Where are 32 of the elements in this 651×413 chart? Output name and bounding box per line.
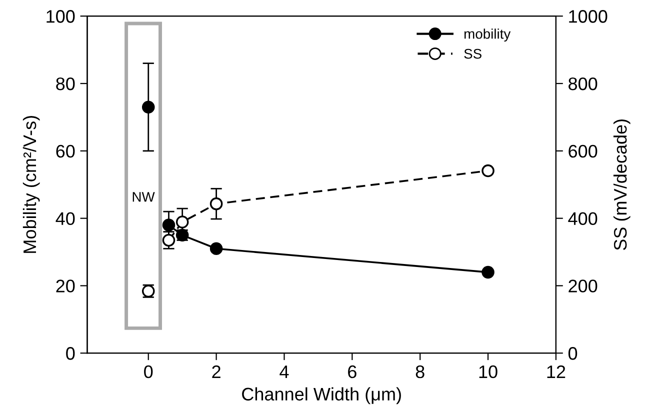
point bbox=[142, 100, 155, 114]
y-tick-label: 40 bbox=[56, 212, 75, 226]
point bbox=[210, 197, 223, 210]
point bbox=[210, 242, 223, 256]
legend-label: mobility bbox=[464, 28, 511, 42]
y-tick-label: 80 bbox=[56, 77, 75, 90]
x-tick-label: 8 bbox=[416, 365, 424, 378]
y-tick-label: 20 bbox=[56, 280, 75, 292]
x-tick-label: 12 bbox=[547, 365, 566, 378]
y2-tick-label: 200 bbox=[568, 280, 598, 292]
y2-tick-label: 800 bbox=[568, 77, 598, 90]
x-tick-label: 10 bbox=[479, 365, 498, 378]
x-tick-label: 0 bbox=[144, 365, 153, 378]
legend-label: SS bbox=[464, 48, 482, 59]
x-axis-title: Channel Width (μm) bbox=[242, 387, 401, 404]
point bbox=[482, 266, 494, 279]
y2-axis-title: SS (mV/decade) bbox=[613, 119, 630, 250]
y2-tick-label: 600 bbox=[568, 144, 598, 158]
y2-tick-label: 1000 bbox=[569, 10, 608, 23]
x-tick-label: 4 bbox=[280, 366, 289, 378]
y-tick-label: 0 bbox=[66, 347, 75, 360]
y-axis-title: Mobility (cm²/V-s) bbox=[22, 116, 40, 253]
point bbox=[162, 234, 176, 247]
y-tick-label: 100 bbox=[46, 10, 75, 23]
point bbox=[176, 216, 189, 228]
y2-tick-label: 400 bbox=[568, 212, 598, 226]
annotation: NW bbox=[132, 192, 155, 202]
y2-tick-label: 0 bbox=[568, 347, 578, 360]
x-tick-label: 2 bbox=[212, 365, 220, 378]
y-tick-label: 60 bbox=[56, 144, 75, 158]
x-tick-label: 6 bbox=[348, 365, 356, 378]
point bbox=[482, 164, 494, 178]
